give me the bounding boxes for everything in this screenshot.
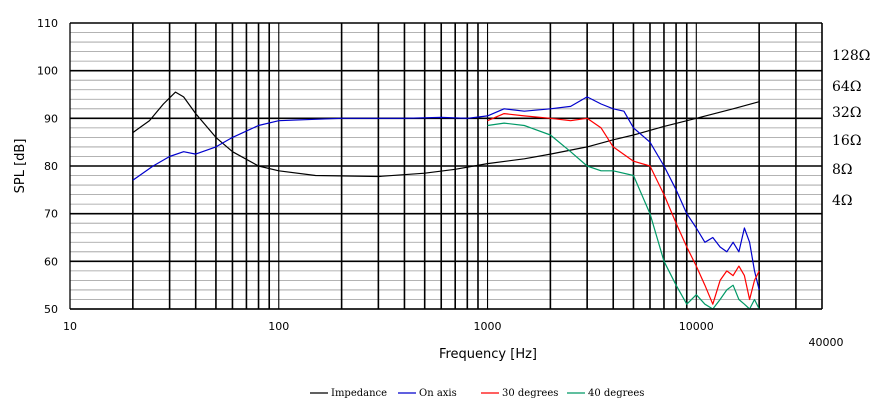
x-tick-label: 10000: [679, 320, 714, 333]
legend-label: On axis: [419, 388, 457, 399]
legend: Impedance On axis 30 degrees 40 degrees: [310, 388, 644, 399]
series-line-2: [487, 113, 760, 305]
right-tick-label: 8Ω: [832, 162, 853, 178]
right-axis-tick-labels: 128Ω 64Ω 32Ω 16Ω 8Ω 4Ω: [832, 48, 870, 209]
y-tick-label: 50: [44, 303, 58, 316]
legend-label: Impedance: [331, 388, 387, 399]
right-tick-label: 4Ω: [832, 193, 853, 209]
x-axis-label: Frequency [Hz]: [439, 347, 537, 362]
x-tick-label: 100: [268, 320, 289, 333]
right-tick-label: 64Ω: [832, 79, 861, 95]
y-axis-label: SPL [dB]: [13, 139, 28, 194]
right-tick-label: 128Ω: [832, 48, 870, 64]
y-tick-label: 60: [44, 255, 58, 268]
plot-grid: [69, 22, 823, 310]
right-tick-label: 32Ω: [832, 105, 861, 121]
y-tick-label: 80: [44, 160, 58, 173]
legend-label: 40 degrees: [588, 388, 644, 399]
x-tick-label: 40000: [809, 336, 844, 349]
right-tick-label: 16Ω: [832, 133, 861, 149]
y-tick-labels: 50 60 70 80 90 100 110: [37, 17, 58, 316]
x-tick-label: 10: [63, 320, 77, 333]
plot-axes: [69, 23, 822, 310]
plot-series: [132, 91, 760, 310]
legend-label: 30 degrees: [502, 388, 558, 399]
series-line-3: [487, 122, 760, 310]
y-tick-label: 100: [37, 65, 58, 78]
x-tick-label: 1000: [474, 320, 502, 333]
y-tick-label: 70: [44, 208, 58, 221]
series-line-0: [132, 91, 760, 178]
series-line-1: [132, 96, 760, 291]
y-tick-label: 110: [37, 17, 58, 30]
y-tick-label: 90: [44, 112, 58, 125]
x-tick-labels: 10 100 1000 10000 40000: [63, 320, 844, 349]
